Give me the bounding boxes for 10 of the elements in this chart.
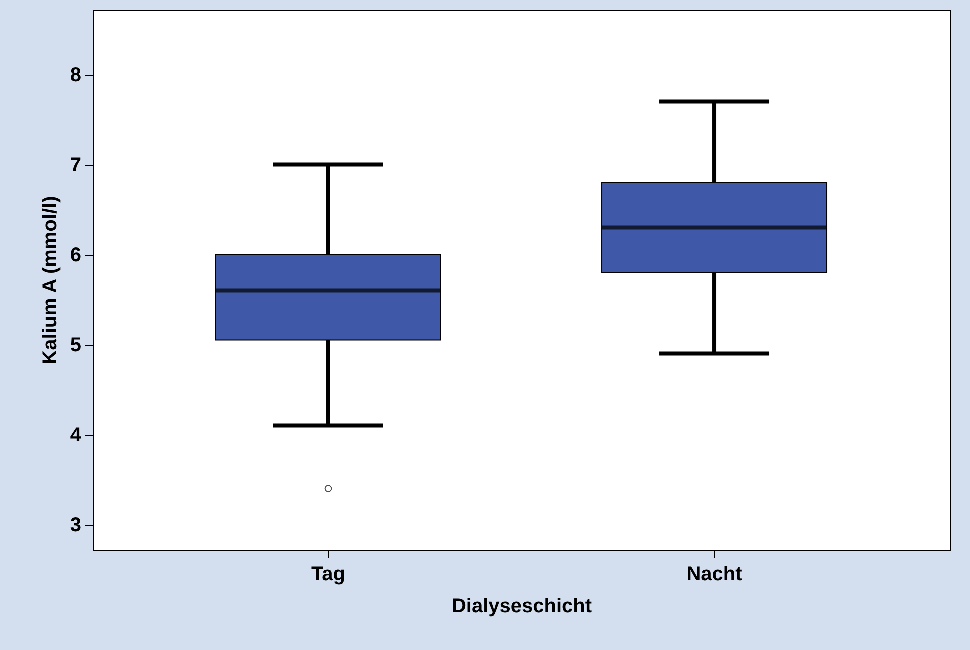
x-axis-title: Dialyseschicht xyxy=(452,596,592,618)
x-tick-label: Tag xyxy=(311,564,346,586)
y-tick-label: 8 xyxy=(70,64,82,86)
y-tick-label: 6 xyxy=(70,244,82,266)
y-tick-label: 3 xyxy=(70,514,82,536)
y-tick-label: 7 xyxy=(70,154,82,176)
y-axis-title: Kalium A (mmol/l) xyxy=(39,196,62,365)
y-tick-label: 4 xyxy=(70,424,82,446)
x-tick-label: Nacht xyxy=(686,564,743,586)
y-tick-label: 5 xyxy=(70,334,82,356)
